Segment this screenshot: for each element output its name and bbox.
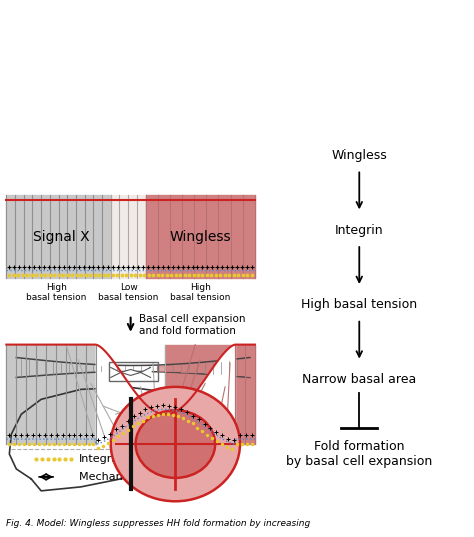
Text: Integrin: Integrin [79, 454, 123, 464]
Text: Integrin: Integrin [335, 224, 383, 237]
Text: Basal cell expansion
and fold formation: Basal cell expansion and fold formation [138, 314, 245, 336]
Bar [109, 361, 158, 381]
Polygon shape [9, 387, 180, 491]
Ellipse shape [136, 410, 215, 478]
Text: Low
basal tension: Low basal tension [99, 283, 159, 302]
Text: Wingless: Wingless [331, 149, 387, 162]
Text: Mechanical tension: Mechanical tension [79, 472, 187, 482]
Text: High
basal tension: High basal tension [26, 283, 86, 302]
Text: Signal X: Signal X [33, 230, 90, 244]
Text: Fold formation
by basal cell expansion: Fold formation by basal cell expansion [286, 440, 432, 468]
Text: High basal tension: High basal tension [301, 299, 417, 311]
Ellipse shape [111, 387, 240, 502]
Text: Fig. 4. Model: Wingless suppresses HH fold formation by increasing: Fig. 4. Model: Wingless suppresses HH fo… [6, 519, 310, 528]
Text: High
basal tension: High basal tension [170, 283, 230, 302]
Text: Wingless: Wingless [169, 230, 231, 244]
Text: Narrow basal area: Narrow basal area [302, 373, 416, 386]
